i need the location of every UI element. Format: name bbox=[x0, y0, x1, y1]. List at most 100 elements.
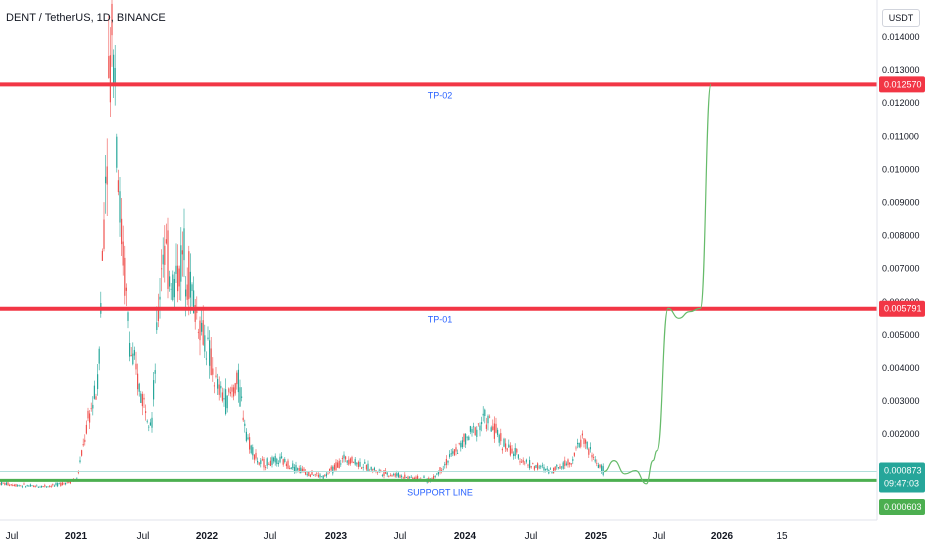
candle-body bbox=[61, 482, 63, 486]
candle-body bbox=[148, 426, 150, 428]
x-tick-label: 2022 bbox=[196, 531, 219, 542]
candle-body bbox=[196, 310, 198, 314]
candle-body bbox=[349, 458, 351, 464]
candle-body bbox=[465, 434, 467, 445]
candle-body bbox=[404, 474, 406, 479]
candle-body bbox=[39, 486, 41, 488]
candle-body bbox=[311, 470, 313, 475]
candle-body bbox=[97, 374, 99, 389]
candle-body bbox=[500, 433, 502, 442]
candle-body bbox=[466, 436, 468, 438]
candle-body bbox=[489, 416, 491, 418]
candle-body bbox=[535, 465, 537, 468]
candle-body bbox=[391, 475, 393, 477]
candle-body bbox=[58, 483, 60, 485]
y-tick-label: 0.011000 bbox=[882, 131, 919, 141]
candle-body bbox=[87, 410, 89, 419]
candle-body bbox=[485, 424, 487, 429]
candle-body bbox=[101, 250, 103, 261]
candle-body bbox=[289, 468, 291, 469]
candle-body bbox=[49, 485, 51, 487]
candle-body bbox=[258, 462, 260, 465]
candle-body bbox=[218, 384, 220, 395]
candle-body bbox=[410, 476, 412, 478]
candle-body bbox=[23, 483, 25, 485]
candle-body bbox=[585, 439, 587, 444]
candle-body bbox=[553, 467, 555, 474]
candle-body bbox=[146, 420, 148, 422]
candle-body bbox=[130, 355, 132, 357]
x-tick-label: 2021 bbox=[65, 531, 88, 542]
candle-body bbox=[413, 477, 415, 479]
badge-last-price: 0.000873 bbox=[884, 465, 922, 475]
candle-body bbox=[463, 433, 465, 442]
candle-body bbox=[228, 388, 230, 393]
candle-body bbox=[514, 447, 516, 457]
candle-body bbox=[346, 460, 348, 463]
candle-body bbox=[26, 485, 28, 486]
candle-body bbox=[564, 460, 566, 467]
candle-body bbox=[292, 463, 294, 469]
candle-body bbox=[581, 433, 583, 436]
candle-body bbox=[5, 482, 7, 486]
candle-body bbox=[517, 454, 519, 459]
candle-body bbox=[586, 441, 588, 449]
candle-body bbox=[77, 472, 79, 474]
candle-body bbox=[332, 466, 334, 474]
candle-body bbox=[193, 290, 195, 314]
candle-body bbox=[361, 467, 363, 469]
candle-body bbox=[412, 477, 414, 480]
candle-body bbox=[538, 466, 540, 468]
candle-body bbox=[234, 383, 236, 394]
candle-body bbox=[65, 482, 67, 485]
candle-body bbox=[273, 457, 275, 462]
time-axis[interactable]: Jul 2021 Jul 2022 Jul 2023 Jul 2024 Jul 2025 Jul 20… bbox=[0, 519, 877, 542]
candle-body bbox=[397, 472, 399, 478]
candle-body bbox=[170, 288, 172, 290]
candle-body bbox=[124, 257, 126, 296]
chart-title[interactable]: DENT / TetherUS, 1D, BINANCE bbox=[6, 12, 166, 24]
candle-body bbox=[533, 466, 535, 470]
badge-last-price-bg bbox=[879, 462, 925, 493]
candle-body bbox=[269, 460, 271, 466]
candle-body bbox=[385, 470, 387, 474]
candle-body bbox=[452, 451, 454, 454]
candle-body bbox=[495, 423, 497, 433]
candle-body bbox=[511, 448, 513, 454]
candle-body bbox=[300, 467, 302, 474]
candle-body bbox=[257, 460, 259, 463]
candle-body bbox=[356, 463, 358, 465]
x-tick-label: 15 bbox=[776, 531, 788, 542]
x-tick-label: 2026 bbox=[711, 531, 734, 542]
candle-body bbox=[189, 271, 191, 298]
candle-body bbox=[442, 468, 444, 470]
candle-body bbox=[105, 176, 107, 184]
y-tick-label: 0.005000 bbox=[882, 330, 920, 340]
candle-body bbox=[588, 449, 590, 455]
candle-body bbox=[268, 464, 270, 465]
candle-body bbox=[506, 448, 508, 451]
badge-tp01: 0.005791 bbox=[884, 304, 922, 314]
candle-body bbox=[149, 422, 151, 426]
level-label: SUPPORT LINE bbox=[407, 487, 473, 497]
candle-body bbox=[396, 473, 398, 476]
candle-body bbox=[274, 455, 276, 463]
candle-body bbox=[516, 448, 518, 453]
currency-button[interactable]: USDT bbox=[882, 9, 920, 27]
candle-body bbox=[143, 397, 145, 400]
candle-body bbox=[116, 136, 118, 168]
x-tick-label: 2025 bbox=[585, 531, 608, 542]
candle-body bbox=[41, 485, 43, 488]
candle-body bbox=[436, 473, 438, 475]
candle-body bbox=[281, 456, 283, 459]
candle-body bbox=[301, 468, 303, 473]
candle-body bbox=[322, 475, 324, 479]
candle-body bbox=[138, 383, 140, 392]
y-tick-label: 0.002000 bbox=[882, 429, 920, 439]
candle-body bbox=[549, 468, 551, 470]
candle-body bbox=[169, 276, 171, 287]
candle-body bbox=[287, 460, 289, 469]
candle-body bbox=[201, 322, 203, 332]
candle-body bbox=[367, 463, 369, 471]
